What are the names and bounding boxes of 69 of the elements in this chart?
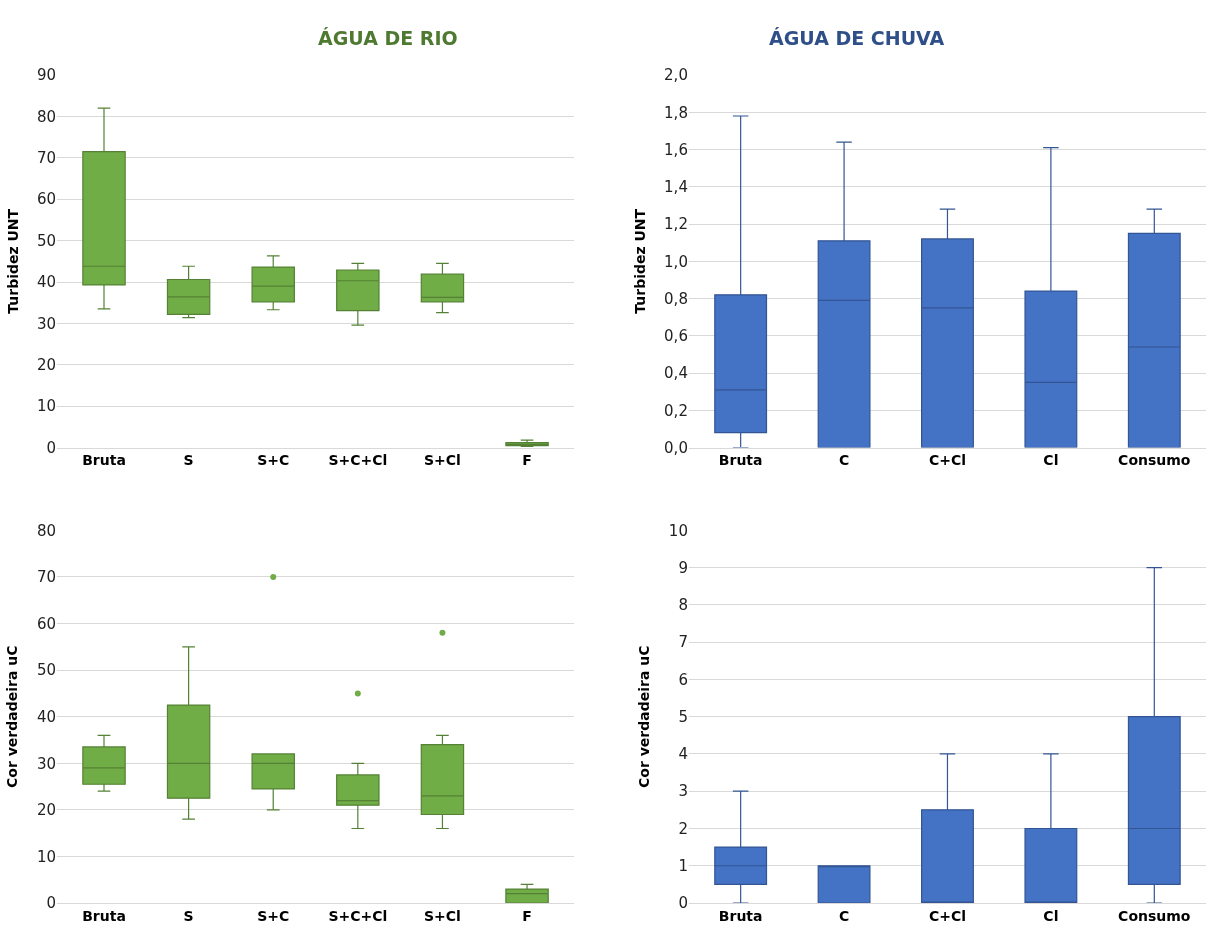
chart-title: ÁGUA DE CHUVA (769, 27, 945, 49)
y-tick-label: 1,4 (664, 178, 688, 197)
x-tick-label: F (522, 452, 532, 469)
y-tick-label: 6 (678, 670, 688, 689)
y-tick-label: 80 (36, 107, 56, 126)
x-tick-label: C+Cl (928, 452, 967, 469)
y-tick-label: 1,6 (664, 140, 688, 159)
y-tick-label: 7 (678, 633, 688, 652)
y-tick-label: 60 (36, 614, 56, 633)
y-tick-label: 20 (36, 801, 56, 820)
x-tick-label: Bruta (718, 907, 763, 924)
y-tick-label: 1,8 (664, 103, 688, 122)
y-tick-label: 0 (678, 894, 688, 913)
y-tick-label: 2 (678, 819, 688, 838)
x-tick-label: C (838, 452, 850, 469)
y-tick-label: 1,2 (664, 215, 688, 234)
y-tick-label: 1 (678, 856, 688, 875)
x-tick-label: S+C (257, 452, 290, 469)
y-tick-label: 70 (36, 149, 56, 168)
x-tick-label: S+Cl (423, 452, 461, 469)
chart-title: ÁGUA DE RIO (318, 27, 458, 49)
y-tick-label: 9 (678, 558, 688, 577)
y-tick-label: 20 (36, 356, 56, 375)
y-tick-label: 0,4 (664, 364, 688, 383)
y-tick-label: 1,0 (664, 252, 688, 271)
y-tick-label: 10 (36, 847, 56, 866)
y-tick-label: 40 (36, 707, 56, 726)
x-tick-label: Cl (1043, 907, 1059, 924)
y-tick-label: 70 (36, 568, 56, 587)
y-tick-label: 2,0 (664, 66, 688, 85)
y-tick-label: 50 (36, 661, 56, 680)
y-tick-label: 5 (678, 707, 688, 726)
x-tick-label: Consumo (1118, 452, 1191, 469)
x-tick-label: S+C (257, 907, 290, 924)
x-tick-label: Bruta (82, 452, 126, 469)
x-tick-label: C (838, 907, 850, 924)
x-tick-label: Cl (1043, 452, 1059, 469)
x-tick-label: C+Cl (928, 907, 967, 924)
x-tick-label: S+Cl (423, 907, 461, 924)
y-tick-label: 0,6 (664, 327, 688, 346)
y-tick-label: 50 (36, 231, 56, 250)
y-tick-label: 30 (36, 314, 56, 333)
y-tick-label: 10 (36, 397, 56, 416)
y-tick-label: 60 (36, 190, 56, 209)
y-tick-label: 0,2 (664, 401, 688, 420)
x-tick-label: Bruta (718, 452, 763, 469)
y-tick-label: 0,8 (664, 289, 688, 308)
y-axis-title: Turbidez UNT (4, 208, 21, 314)
y-tick-label: 0 (46, 894, 56, 913)
y-axis-title: Cor verdadeira uC (4, 645, 21, 788)
y-tick-label: 90 (36, 66, 56, 85)
y-tick-label: 0 (46, 438, 56, 457)
x-tick-label: S+C+Cl (328, 452, 388, 469)
x-tick-label: S+C+Cl (328, 907, 388, 924)
x-tick-label: S (183, 452, 194, 469)
y-tick-label: 3 (678, 782, 688, 801)
y-axis-title: Cor verdadeira uC (636, 645, 653, 788)
y-tick-label: 40 (36, 273, 56, 292)
x-tick-label: S (183, 907, 194, 924)
y-tick-label: 4 (678, 745, 688, 764)
y-tick-label: 80 (36, 521, 56, 540)
y-tick-label: 30 (36, 754, 56, 773)
y-tick-label: 10 (668, 521, 688, 540)
x-tick-label: Bruta (82, 907, 126, 924)
y-axis-title: Turbidez UNT (631, 208, 648, 314)
y-tick-label: 0,0 (664, 438, 688, 457)
y-tick-label: 8 (678, 596, 688, 615)
x-tick-label: Consumo (1118, 907, 1191, 924)
x-tick-label: F (522, 907, 532, 924)
